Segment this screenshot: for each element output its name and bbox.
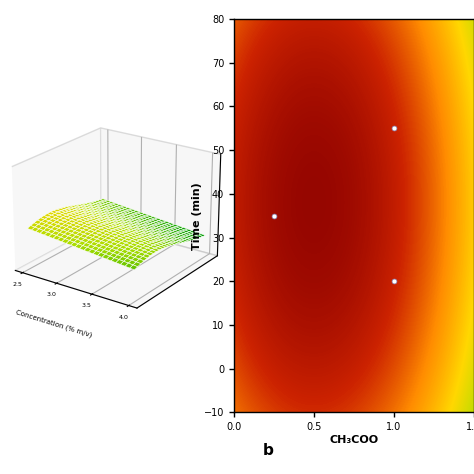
X-axis label: Concentration (% m/v): Concentration (% m/v) — [15, 309, 93, 338]
Y-axis label: Time (min): Time (min) — [192, 182, 202, 249]
X-axis label: CH₃COO: CH₃COO — [329, 435, 379, 445]
Legend: > 10, < 10, < 5, < 0, < -5: > 10, < 10, < 5, < 0, < -5 — [359, 169, 402, 229]
Text: b: b — [263, 443, 273, 458]
